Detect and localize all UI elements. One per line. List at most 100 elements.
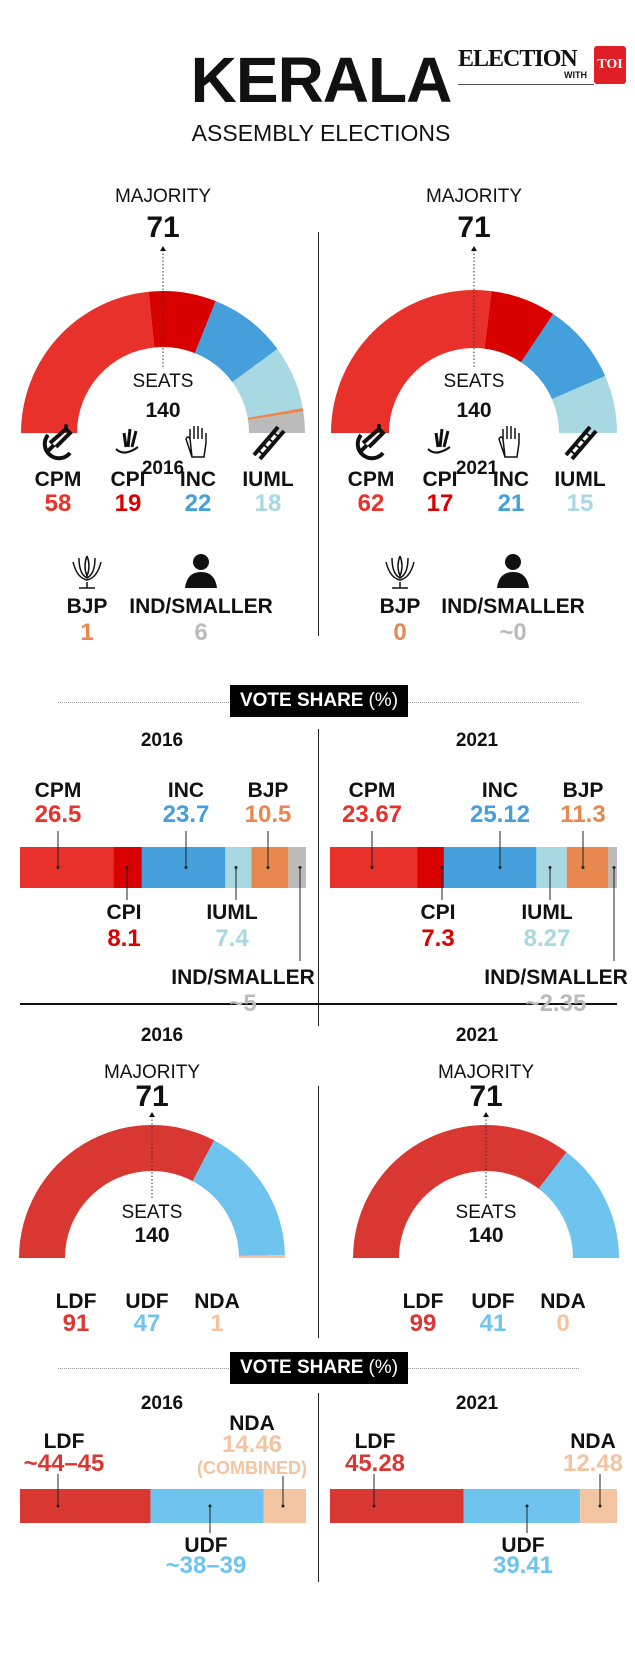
category-label: IND/SMALLER (171, 966, 315, 989)
value-label: ~44–45 (23, 1450, 105, 1477)
divider (318, 1393, 319, 1582)
value-label: 7.4 (215, 925, 249, 952)
arc-segment-inc (521, 313, 606, 400)
value-label: 8.1 (107, 925, 141, 952)
hand-icon (493, 423, 529, 466)
leader-dot (370, 866, 374, 869)
year-label: 2016 (140, 1025, 184, 1046)
value-label: 25.12 (469, 801, 531, 828)
year-label: 2021 (455, 1393, 499, 1414)
bar-segment-bjp (566, 847, 609, 888)
seats-total: 140 (134, 1224, 170, 1247)
value-label: 22 (184, 490, 212, 517)
lotus-icon (69, 552, 105, 595)
value-label: 11.3 (560, 801, 606, 828)
value-label: ~0 (499, 619, 527, 646)
leader-dot (612, 866, 616, 869)
arc-segment-inc (194, 301, 278, 383)
divider (318, 729, 319, 1026)
vote-share-label: VOTE SHARE (239, 1357, 364, 1378)
leader-dot (208, 1504, 212, 1508)
leader-dot (581, 866, 585, 869)
leader-dot (298, 866, 302, 869)
category-label: IND/SMALLER (484, 966, 628, 989)
hammer-sickle-icon (40, 423, 76, 466)
category-label: LDF (55, 1290, 97, 1313)
arc-segment-ldf (19, 1125, 215, 1258)
category-label: NDA (194, 1290, 240, 1313)
leader-dot (125, 866, 129, 869)
majority-label: MAJORITY (114, 186, 212, 207)
corn-sickle-icon (110, 423, 146, 466)
bar-segment-ind-smaller (288, 847, 306, 888)
majority-arrow-icon (149, 1112, 155, 1117)
value-label: 41 (479, 1310, 507, 1337)
value-label: 19 (114, 490, 142, 517)
value-label: ~2.35 (525, 990, 587, 1017)
vote-share-label: VOTE SHARE (239, 690, 364, 711)
value-label: 10.5 (244, 801, 292, 828)
bar-segment-ldf (330, 1489, 464, 1523)
year-label: 2021 (455, 458, 499, 479)
value-label: 39.41 (492, 1552, 554, 1579)
logo-underline (458, 84, 594, 85)
category-label: UDF (471, 1290, 515, 1313)
value-label: ~5 (229, 990, 257, 1017)
leader-dot (372, 1504, 376, 1508)
seats-total: 140 (145, 399, 181, 422)
value-label: 14.46 (221, 1431, 283, 1458)
arc-segment-bjp (247, 407, 304, 420)
majority-value: 71 (457, 211, 491, 244)
majority-value: 71 (135, 1080, 169, 1113)
bar-segment-cpm (20, 847, 114, 888)
seats-label: SEATS (121, 1202, 183, 1223)
category-label: CPI (110, 468, 146, 491)
leader-dot (56, 1504, 60, 1508)
category-label: LDF (43, 1430, 85, 1453)
majority-label: MAJORITY (437, 1062, 535, 1083)
arc-segment-cpi (484, 291, 554, 363)
leader-dot (184, 866, 188, 869)
value-label: 15 (566, 490, 594, 517)
bar-segment-nda (263, 1489, 306, 1523)
arc-segment-cpm (331, 290, 492, 433)
category-label: BJP (247, 779, 289, 802)
bar-segment-iuml (225, 847, 252, 888)
category-label: INC (167, 779, 205, 802)
category-label: NDA (229, 1412, 275, 1435)
arc-segment-nda (238, 1254, 285, 1258)
year-label: 2016 (141, 458, 185, 479)
value-label: 12.48 (562, 1450, 624, 1477)
value-label: 0 (393, 619, 407, 646)
leader-dot (234, 866, 238, 869)
value-label: 8.27 (523, 925, 571, 952)
arc-segment-udf (192, 1140, 285, 1257)
category-label: INC (481, 779, 519, 802)
lotus-icon (382, 552, 418, 595)
vote-share-unit: (%) (368, 690, 399, 711)
category-label: UDF (184, 1534, 228, 1557)
seats-label: SEATS (455, 1202, 517, 1223)
majority-arrow-icon (471, 246, 477, 251)
bar-segment-cpi (417, 847, 444, 888)
value-label: 45.28 (344, 1450, 406, 1477)
leader-dot (598, 1504, 602, 1508)
value-label: 21 (497, 490, 525, 517)
category-label: CPM (34, 779, 82, 802)
leader-dot (440, 866, 444, 869)
category-label: IND/SMALLER (441, 595, 585, 618)
category-label: CPM (34, 468, 82, 491)
category-label: IUML (242, 468, 294, 491)
majority-value: 71 (469, 1080, 503, 1113)
vote-share-heading: VOTE SHARE (%) (230, 1352, 408, 1384)
year-label: 2021 (455, 730, 499, 751)
category-label: UDF (501, 1534, 545, 1557)
bar-segment-inc (443, 847, 537, 888)
category-label: IUML (554, 468, 606, 491)
leader-dot (266, 866, 270, 869)
value-label: 91 (62, 1310, 90, 1337)
leader-dot (498, 866, 502, 869)
category-label: INC (492, 468, 530, 491)
year-label: 2021 (455, 1025, 499, 1046)
